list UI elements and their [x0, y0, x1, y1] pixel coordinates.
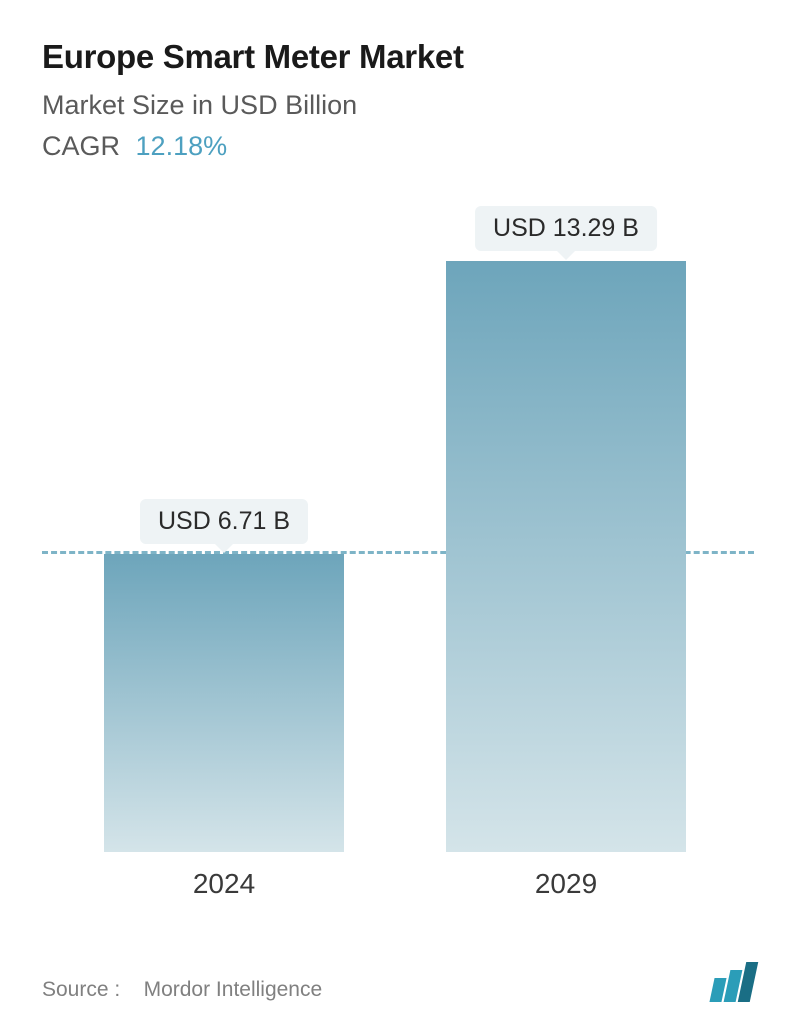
- footer: Source : Mordor Intelligence: [42, 962, 754, 1002]
- source-name: Mordor Intelligence: [144, 978, 323, 1001]
- bar-2029: USD 13.29 B2029: [446, 261, 686, 852]
- year-label: 2024: [193, 868, 255, 900]
- chart-subtitle: Market Size in USD Billion: [42, 90, 754, 121]
- chart-title: Europe Smart Meter Market: [42, 38, 754, 76]
- chart-area: USD 6.71 B2024USD 13.29 B2029: [42, 192, 754, 912]
- logo: [712, 962, 754, 1002]
- source-attribution: Source : Mordor Intelligence: [42, 978, 322, 1002]
- cagr-row: CAGR 12.18%: [42, 131, 754, 162]
- source-label: Source :: [42, 978, 120, 1001]
- bar-value-label: USD 6.71 B: [140, 499, 308, 544]
- cagr-label: CAGR: [42, 131, 120, 161]
- year-label: 2029: [535, 868, 597, 900]
- logo-bar-icon: [738, 962, 759, 1002]
- bar-value-label: USD 13.29 B: [475, 206, 657, 251]
- cagr-value: 12.18%: [136, 131, 228, 161]
- bar-2024: USD 6.71 B2024: [104, 554, 344, 852]
